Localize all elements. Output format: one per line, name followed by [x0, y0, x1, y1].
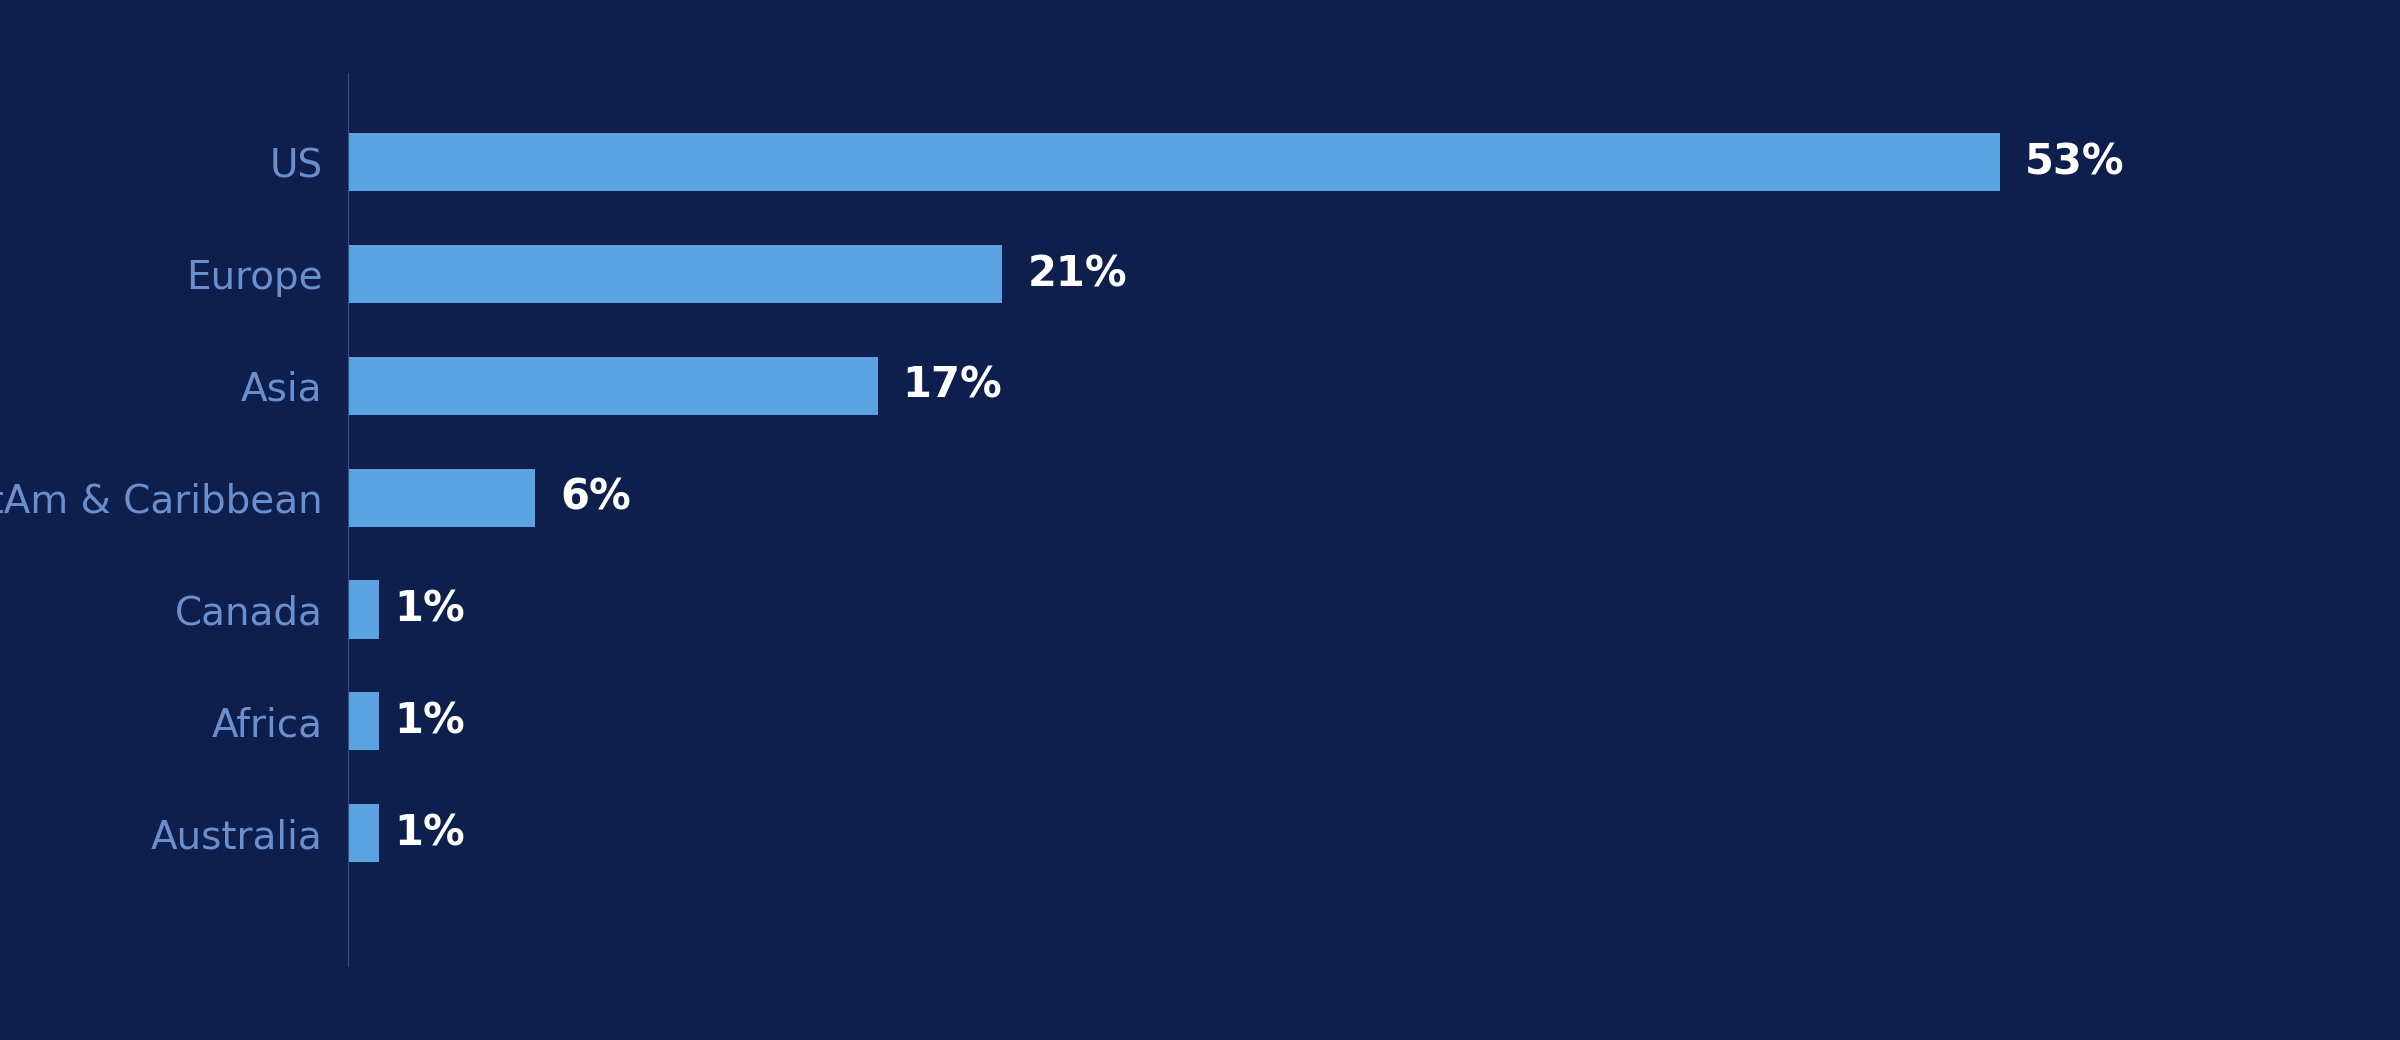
Text: 21%: 21%	[1027, 253, 1128, 295]
Text: 1%: 1%	[394, 812, 466, 854]
Bar	[348, 580, 379, 639]
Bar	[348, 469, 535, 526]
Text: 1%: 1%	[394, 589, 466, 630]
Bar	[348, 804, 379, 862]
Bar	[348, 693, 379, 750]
Bar	[348, 245, 1003, 303]
Text: 6%: 6%	[559, 476, 631, 519]
Text: 53%: 53%	[2026, 141, 2124, 183]
Bar	[348, 133, 1999, 191]
Text: 17%: 17%	[902, 365, 1003, 407]
Bar	[348, 357, 878, 415]
Text: 1%: 1%	[394, 700, 466, 743]
